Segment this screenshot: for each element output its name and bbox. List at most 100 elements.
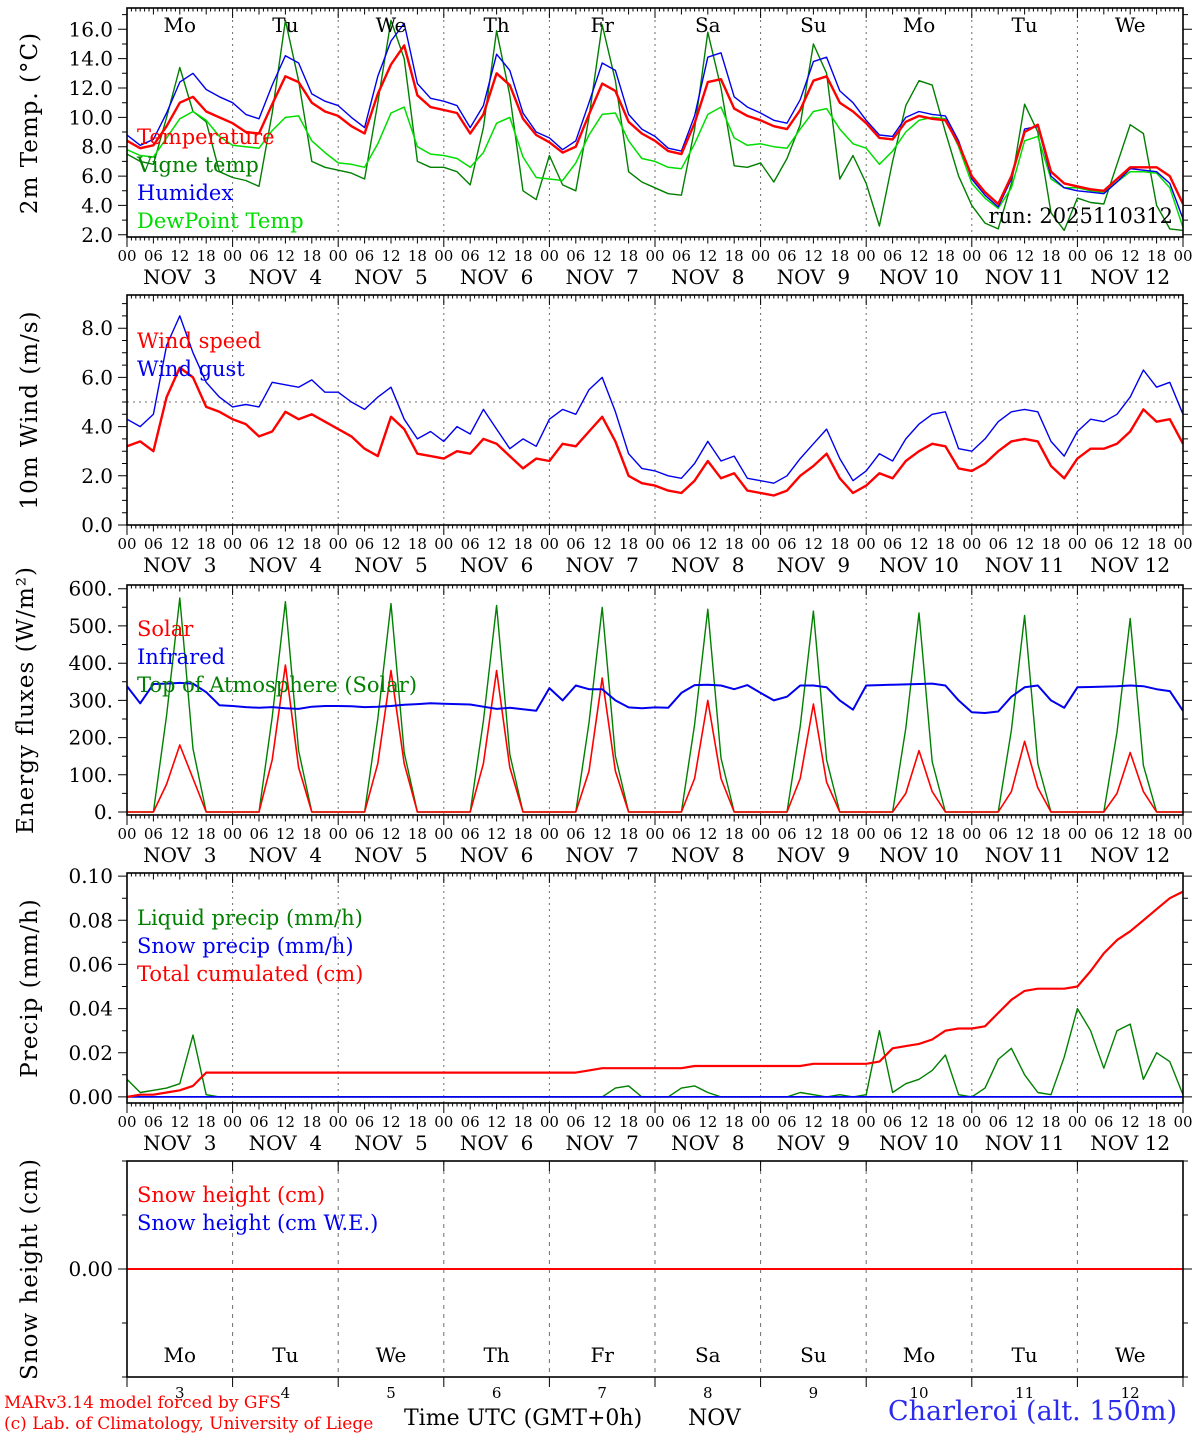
x-hour-label: 12 [276,1113,295,1131]
x-hour-label: 12 [170,247,189,265]
y-tick-label: 12.0 [68,76,113,100]
x-hour-label: 18 [513,825,532,843]
x-hour-label: 00 [1068,825,1087,843]
x-hour-label: 18 [830,247,849,265]
x-hour-label: 00 [1068,1113,1087,1131]
x-hour-label: 12 [804,1113,823,1131]
footer-time-axis-label: Time UTC (GMT+0h) [404,1406,643,1431]
x-day-label: NOV 8 [671,1131,744,1155]
x-hour-label: 00 [223,1113,242,1131]
x-hour-label: 00 [329,247,348,265]
day-of-week-label: Sa [695,13,721,37]
legend-vigne-temp: Vigne temp [137,153,259,177]
x-hour-label: 06 [672,247,691,265]
y-tick-label: 8.0 [81,316,113,340]
x-hour-label: 06 [566,535,585,553]
x-day-label: NOV 5 [354,1131,427,1155]
x-day-label: NOV 7 [565,843,638,867]
x-hour-label: 18 [513,535,532,553]
x-hour-label: 00 [645,1113,664,1131]
legend-snow-height-we: Snow height (cm W.E.) [137,1211,379,1235]
x-day-label: NOV 3 [143,1131,216,1155]
legend-total-cumulated: Total cumulated (cm) [137,962,364,986]
y-tick-label: 0.00 [68,1257,113,1281]
x-hour-label: 12 [381,535,400,553]
x-hour-label: 06 [144,1113,163,1131]
x-hour-label: 18 [513,247,532,265]
x-day-number-label: 6 [492,1384,502,1402]
x-hour-label: 12 [1015,535,1034,553]
day-of-week-label: Mo [164,1343,197,1367]
day-gridlines [232,585,1078,815]
x-hour-label: 06 [566,825,585,843]
legend-toa-solar: Top of Atmosphere (Solar) [137,673,418,697]
x-hour-label: 18 [1041,825,1060,843]
x-day-label: NOV 3 [143,265,216,289]
legend-dewpoint-temp: DewPoint Temp [137,209,304,233]
x-hour-label: 06 [883,247,902,265]
x-hour-label: 18 [936,535,955,553]
x-hour-label: 06 [249,1113,268,1131]
x-hour-label: 06 [355,247,374,265]
legend-wind-speed: Wind speed [137,329,262,353]
x-hour-label: 06 [883,1113,902,1131]
x-hour-label: 00 [223,247,242,265]
x-hour-label: 00 [540,247,559,265]
y-axis-title-energy: Energy fluxes (W/m²) [13,566,39,834]
x-hour-label: 00 [223,535,242,553]
y-tick-label: 100. [68,763,113,787]
x-hour-label: 12 [276,825,295,843]
x-hour-label: 00 [1068,535,1087,553]
x-hour-label: 00 [857,825,876,843]
x-ticks [126,295,1184,535]
x-hour-label: 18 [619,825,638,843]
x-hour-label: 06 [566,1113,585,1131]
x-day-label: NOV 12 [1090,265,1170,289]
x-hour-label: 18 [619,1113,638,1131]
y-tick-label: 10.0 [68,105,113,129]
day-of-week-label: Fr [590,1343,614,1367]
x-hour-label: 12 [698,535,717,553]
footer-month-label: NOV [688,1406,741,1431]
x-hour-label: 12 [1015,825,1034,843]
x-hour-label: 06 [461,825,480,843]
legend-infrared: Infrared [137,645,226,669]
y-axis-title-precip: Precip (mm/h) [17,898,43,1078]
x-hour-label: 00 [1173,247,1192,265]
x-hour-label: 00 [962,1113,981,1131]
x-hour-label: 18 [725,1113,744,1131]
x-hour-label: 18 [830,535,849,553]
legend-snow-precip: Snow precip (mm/h) [137,934,354,958]
x-day-number-label: 11 [1015,1384,1034,1402]
x-hour-label: 06 [249,247,268,265]
x-hour-label: 06 [1094,535,1113,553]
x-hour-label: 06 [566,247,585,265]
y-axis-title-snow: Snow height (cm) [17,1158,43,1380]
x-hour-label: 12 [170,825,189,843]
y-axis-title-temp: 2m Temp. (°C) [17,31,43,215]
x-hour-label: 06 [144,247,163,265]
x-day-number-label: 3 [175,1384,185,1402]
day-of-week-label: Th [483,13,509,37]
x-day-label: NOV 11 [985,1131,1065,1155]
x-hour-label: 12 [1121,1113,1140,1131]
x-hour-label: 00 [1173,535,1192,553]
y-tick-label: 0.10 [68,864,113,888]
y-tick-label: 0.08 [68,908,113,932]
x-day-label: NOV 8 [671,843,744,867]
x-ticks [126,8,1184,247]
x-day-label: NOV 12 [1090,553,1170,577]
x-ticks [126,1161,1184,1387]
x-ticks [126,873,1184,1113]
x-hour-label: 12 [170,1113,189,1131]
x-hour-label: 00 [117,1113,136,1131]
x-hour-label: 00 [434,1113,453,1131]
x-hour-label: 00 [329,1113,348,1131]
y-tick-label: 6.0 [81,365,113,389]
x-hour-label: 18 [302,535,321,553]
x-hour-label: 12 [276,535,295,553]
x-hour-label: 00 [329,825,348,843]
x-hour-label: 06 [672,1113,691,1131]
x-hour-label: 06 [777,535,796,553]
x-hour-label: 00 [962,247,981,265]
